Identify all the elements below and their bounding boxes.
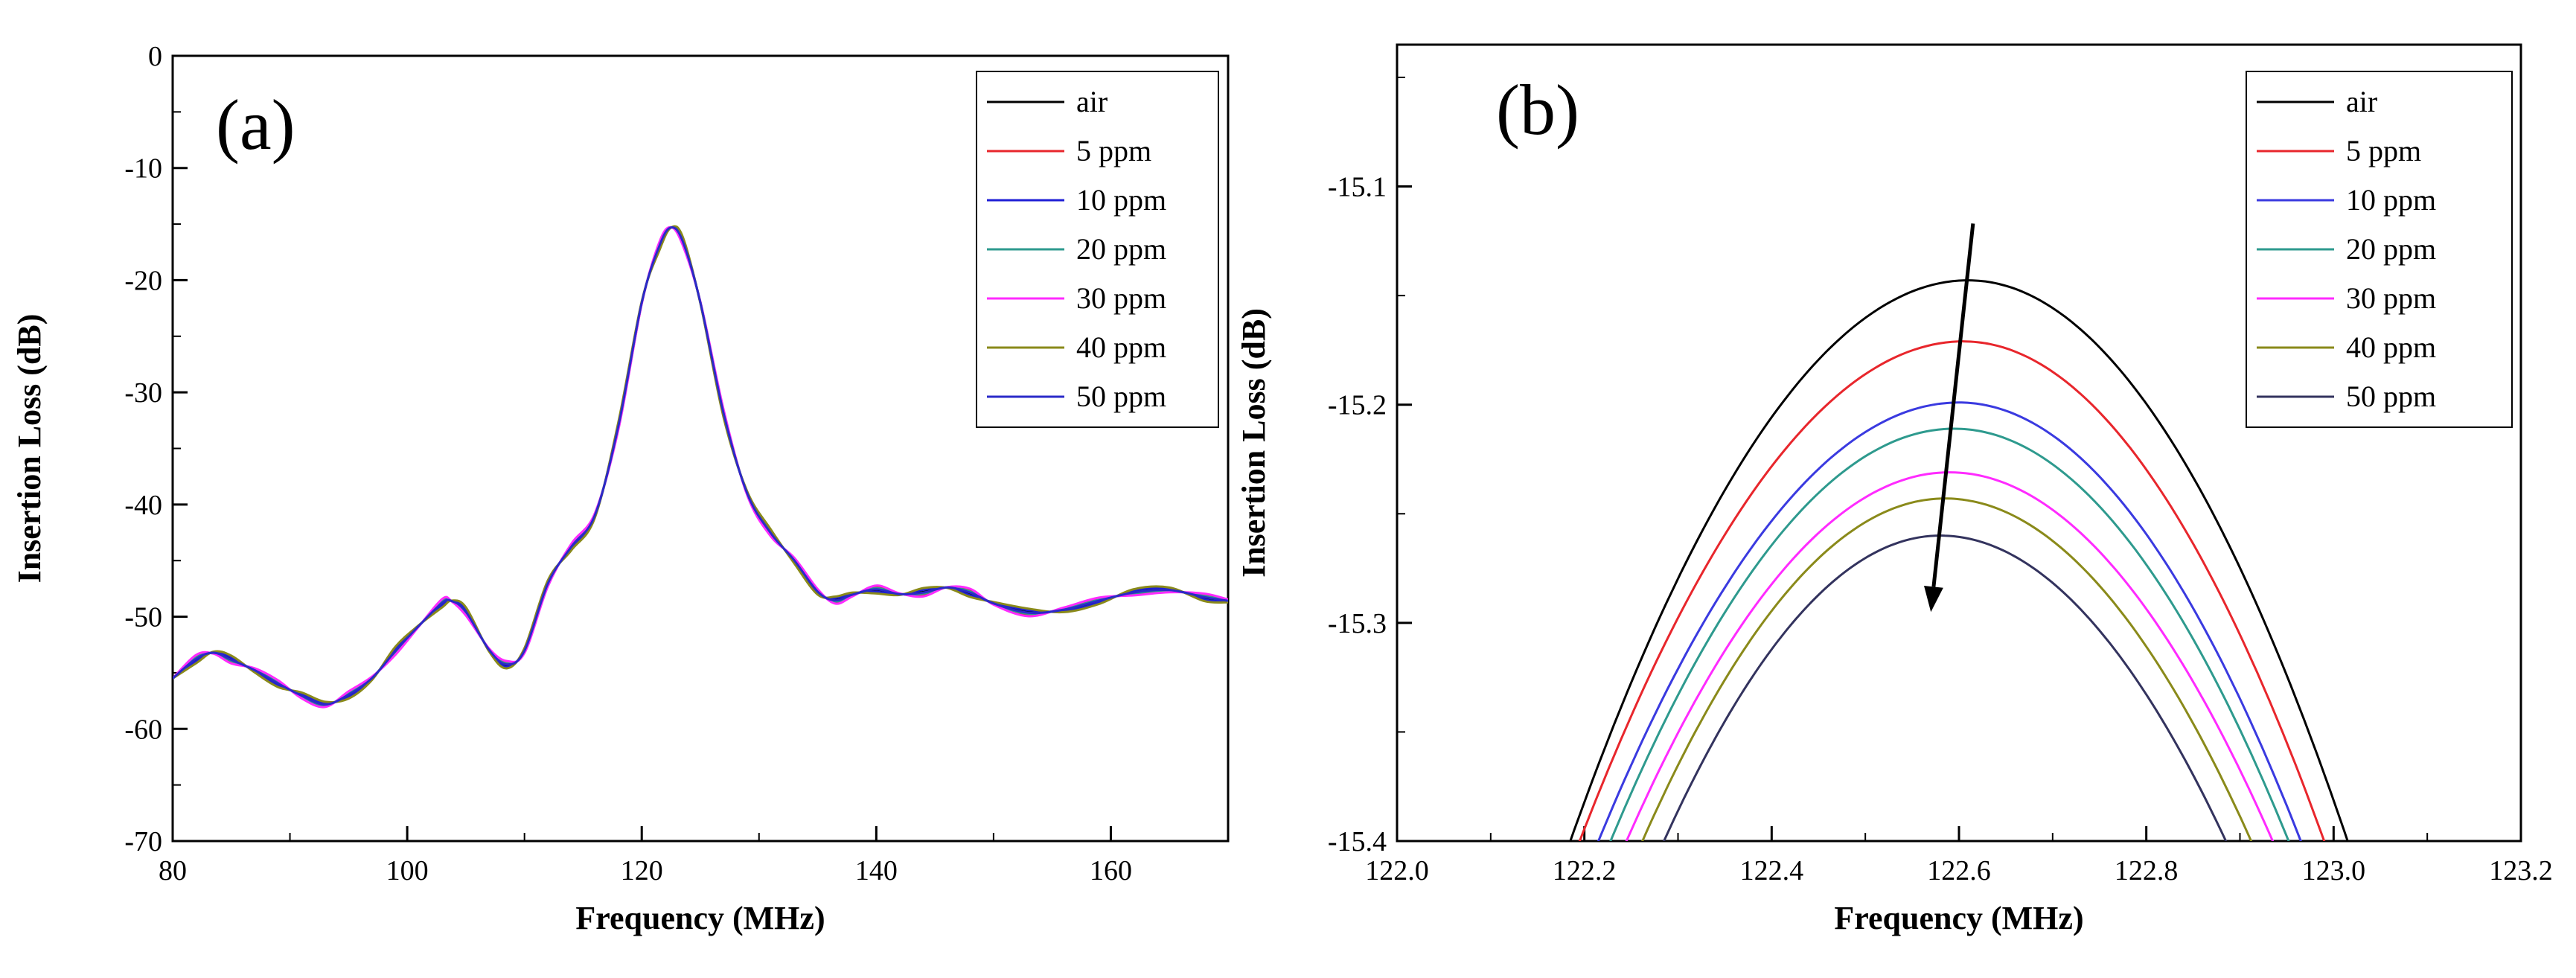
series-line-40-ppm [1641,497,2253,841]
x-tick-label: 122.0 [1365,855,1429,886]
panel-label-a: (a) [216,85,295,164]
chart-b: 122.0 122.2 122.4 122.6 122.8 123.0 123.2 -15.1… [1236,43,2553,936]
x-tick-label: 123.2 [2489,855,2553,886]
y-tick-label: -30 [124,377,162,409]
y-tick-label: -15.1 [1328,172,1387,203]
series-line-air [1569,279,2349,841]
x-tick-label: 80 [159,855,187,886]
series-line-30-ppm [173,226,1228,709]
arrow-head [1923,585,1943,613]
y-tick-label: -50 [124,602,162,633]
legend-label: air [1076,85,1108,118]
legend-label: 30 ppm [2346,281,2436,315]
x-tick-label: 100 [386,855,429,886]
legend-label: 30 ppm [1076,281,1166,315]
series-line-50-ppm [1662,534,2228,841]
y-tick-label: -70 [124,826,162,857]
x-axis-title: Frequency (MHz) [575,900,825,936]
x-tick-label: 123.0 [2302,855,2366,886]
x-tick-label: 140 [855,855,898,886]
arrow-shaft [1931,223,1975,587]
series-line-5-ppm [1578,340,2326,841]
y-axis-title: Insertion Loss (dB) [1236,308,1272,578]
x-tick-label: 122.2 [1553,855,1617,886]
x-tick-label: 122.6 [1927,855,1991,886]
y-tick-label: -20 [124,265,162,296]
x-axis-title: Frequency (MHz) [1834,900,2083,936]
y-tick-label: -10 [124,153,162,185]
series-group-a [173,225,1228,709]
x-tick-label: 122.4 [1740,855,1804,886]
y-axis-title: Insertion Loss (dB) [11,314,48,584]
series-line-20-ppm [1609,427,2290,841]
series-line-40-ppm [173,225,1228,703]
legend-label: 20 ppm [2346,232,2436,266]
legend-label: 50 ppm [1076,380,1166,413]
y-tick-label: -15.4 [1328,826,1387,857]
legend-label: 40 ppm [1076,330,1166,364]
panel-label-b: (b) [1496,70,1579,150]
legend-label: 10 ppm [1076,183,1166,217]
series-line-50-ppm [173,226,1228,706]
series-line-30-ppm [1625,471,2275,841]
legend-label: 5 ppm [1076,134,1151,167]
legend-label: 5 ppm [2346,134,2421,167]
chart-a: 80 100 120 140 160 0 -10 -20 -30 -40 -50 -60 -70 Freq… [11,41,1230,936]
x-tick-label: 122.8 [2115,855,2179,886]
series-line-10-ppm [1597,401,2302,841]
x-tick-label: 120 [621,855,663,886]
legend-label: 10 ppm [2346,183,2436,217]
y-tick-label: -40 [124,490,162,521]
legend-label: air [2346,85,2377,118]
x-tick-label: 160 [1090,855,1132,886]
legend-label: 50 ppm [2346,380,2436,413]
series-group-b [1569,279,2349,841]
y-tick-label: -15.3 [1328,608,1387,639]
y-tick-label: -15.2 [1328,390,1387,421]
legend-label: 40 ppm [2346,330,2436,364]
legend-label: 20 ppm [1076,232,1166,266]
y-tick-label: -60 [124,714,162,745]
y-tick-label: 0 [148,41,162,72]
